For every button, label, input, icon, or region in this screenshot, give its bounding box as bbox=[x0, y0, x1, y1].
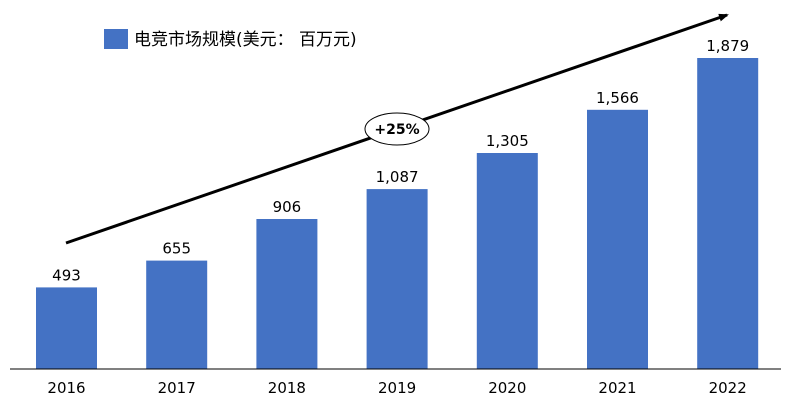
x-tick-label-2022: 2022 bbox=[709, 379, 747, 397]
x-tick-label-2016: 2016 bbox=[47, 379, 85, 397]
value-label-2018: 906 bbox=[273, 198, 302, 216]
growth-label: +25% bbox=[374, 122, 419, 138]
legend: 电竞市场规模(美元： 百万元) bbox=[104, 29, 357, 50]
x-tick-label-2017: 2017 bbox=[158, 379, 196, 397]
x-tick-label-2019: 2019 bbox=[378, 379, 416, 397]
growth-ellipse bbox=[364, 112, 430, 146]
bar-2021 bbox=[587, 109, 648, 370]
value-labels-group: 493 655 906 1,087 1,305 1,566 1,879 bbox=[52, 37, 749, 284]
value-label-2017: 655 bbox=[162, 240, 191, 258]
bar-2019 bbox=[366, 189, 428, 369]
bar-2020 bbox=[476, 153, 538, 369]
value-label-2022: 1,879 bbox=[706, 37, 749, 55]
value-label-2021: 1,566 bbox=[596, 89, 639, 107]
bar-2016 bbox=[36, 287, 97, 369]
legend-swatch bbox=[104, 29, 128, 49]
value-label-2020: 1,305 bbox=[486, 132, 529, 150]
bar-2022 bbox=[697, 58, 759, 369]
bar-2017 bbox=[146, 260, 208, 369]
x-tick-labels-group: 2016 2017 2018 2019 2020 2021 2022 bbox=[47, 379, 746, 397]
bar-2018 bbox=[256, 219, 318, 369]
x-tick-label-2018: 2018 bbox=[268, 379, 306, 397]
legend-label: 电竞市场规模(美元： 百万元) bbox=[134, 30, 357, 50]
x-tick-label-2020: 2020 bbox=[488, 379, 526, 397]
value-label-2016: 493 bbox=[52, 266, 81, 284]
growth-annotation: +25% bbox=[364, 112, 430, 146]
value-label-2019: 1,087 bbox=[376, 168, 419, 186]
x-tick-label-2021: 2021 bbox=[598, 379, 636, 397]
bars-group bbox=[36, 58, 759, 370]
